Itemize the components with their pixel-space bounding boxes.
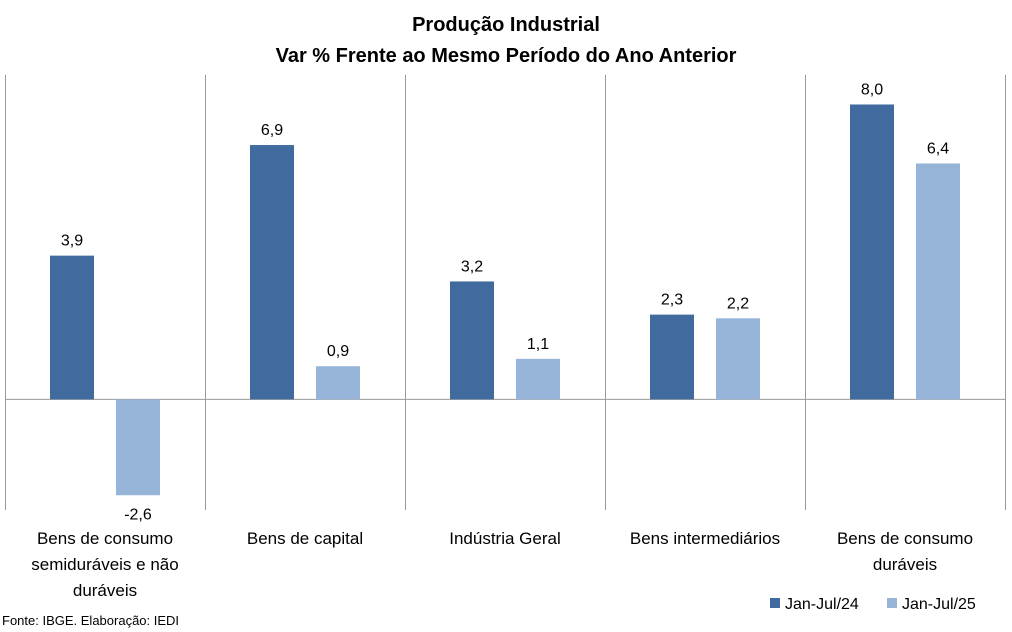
category-label: Bens de consumo xyxy=(37,529,173,548)
category-label: Bens intermediários xyxy=(630,529,780,548)
data-label: 3,2 xyxy=(461,258,483,275)
source-note: Fonte: IBGE. Elaboração: IEDI xyxy=(2,613,179,628)
data-label: 2,3 xyxy=(661,292,683,309)
chart-subtitle: Var % Frente ao Mesmo Período do Ano Ant… xyxy=(276,45,737,67)
legend-swatch xyxy=(887,598,897,608)
bar xyxy=(250,145,294,400)
bar xyxy=(916,163,960,400)
legend-swatch xyxy=(770,598,780,608)
category-label: Indústria Geral xyxy=(449,529,561,548)
bar xyxy=(516,358,560,400)
bars-group xyxy=(50,104,960,496)
bar xyxy=(50,255,94,400)
category-label: duráveis xyxy=(73,581,137,600)
category-label: duráveis xyxy=(873,555,937,574)
category-label: Bens de capital xyxy=(247,529,363,548)
data-label: 6,4 xyxy=(927,140,949,157)
value-labels-group: 3,9 -2,6 6,9 0,9 3,2 1,1 2,3 2,2 8,0 6,4 xyxy=(61,81,949,523)
data-label: -2,6 xyxy=(124,506,152,523)
category-label: Bens de consumo xyxy=(837,529,973,548)
data-label: 3,9 xyxy=(61,233,83,250)
category-label: semiduráveis e não xyxy=(31,555,178,574)
bar xyxy=(450,281,494,400)
legend-label: Jan-Jul/25 xyxy=(902,596,976,613)
bar xyxy=(316,366,360,400)
data-label: 2,2 xyxy=(727,295,749,312)
legend-label: Jan-Jul/24 xyxy=(785,596,859,613)
data-label: 8,0 xyxy=(861,81,883,98)
bar xyxy=(850,104,894,400)
category-labels-group: Bens de consumo semiduráveis e não durávei… xyxy=(31,529,973,600)
data-label: 0,9 xyxy=(327,343,349,360)
data-label: 1,1 xyxy=(527,336,549,353)
legend: Jan-Jul/24 Jan-Jul/25 xyxy=(770,596,976,613)
data-label: 6,9 xyxy=(261,122,283,139)
category-separators xyxy=(5,75,1006,510)
bar xyxy=(650,314,694,400)
chart-title: Produção Industrial xyxy=(412,14,600,36)
bar xyxy=(716,318,760,400)
bar xyxy=(116,399,160,496)
